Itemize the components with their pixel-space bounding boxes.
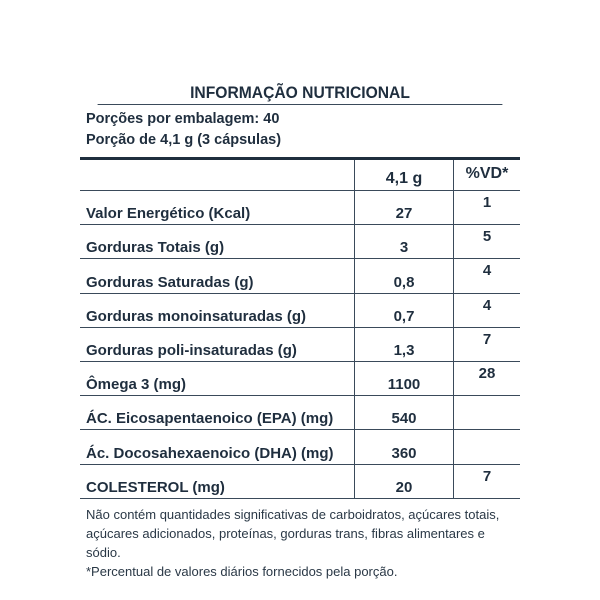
footnote-line: *Percentual de valores diários fornecido… bbox=[86, 563, 398, 579]
nutrient-value: 1100 bbox=[354, 361, 454, 397]
nutrient-vd bbox=[453, 429, 520, 465]
table-row: Ômega 3 (mg) 1100 28 bbox=[80, 361, 520, 397]
nutrient-vd: 1 bbox=[453, 190, 520, 226]
header-value: 4,1 g bbox=[354, 160, 454, 191]
nutrient-value: 3 bbox=[354, 224, 454, 260]
portions-per-package: Porções por embalagem: 40 bbox=[86, 111, 280, 127]
portion-size: Porção de 4,1 g (3 cápsulas) bbox=[86, 132, 282, 148]
table-row: Gorduras monoinsaturadas (g) 0,7 4 bbox=[80, 293, 520, 328]
nutrient-vd: 7 bbox=[453, 327, 520, 362]
table-row: Ác. Docosahexaenoico (DHA) (mg) 360 bbox=[80, 429, 520, 465]
nutrient-name: Gorduras Saturadas (g) bbox=[80, 258, 355, 294]
table-row: Gorduras poli-insaturadas (g) 1,3 7 bbox=[80, 327, 520, 362]
header-name bbox=[80, 160, 355, 191]
nutrient-vd bbox=[453, 395, 520, 431]
table-row: Gorduras Saturadas (g) 0,8 4 bbox=[80, 258, 520, 294]
table-header: 4,1 g %VD* bbox=[80, 160, 520, 191]
header-vd: %VD* bbox=[453, 160, 520, 191]
nutrient-name: Valor Energético (Kcal) bbox=[80, 190, 355, 226]
nutrient-name: Gorduras Totais (g) bbox=[80, 224, 355, 260]
nutrient-value: 540 bbox=[354, 395, 454, 431]
footnote-line: Não contém quantidades significativas de… bbox=[86, 506, 500, 522]
nutrient-value: 0,8 bbox=[354, 258, 454, 294]
table-title: INFORMAÇÃO NUTRICIONAL bbox=[97, 78, 503, 105]
nutrient-vd: 4 bbox=[453, 258, 520, 294]
nutrient-name: Ác. Docosahexaenoico (DHA) (mg) bbox=[80, 429, 355, 465]
nutrient-value: 360 bbox=[354, 429, 454, 465]
portion-info: Porções por embalagem: 40 Porção de 4,1 … bbox=[80, 105, 520, 160]
table-row: ÁC. Eicosapentaenoico (EPA) (mg) 540 bbox=[80, 395, 520, 431]
nutrient-name: Gorduras monoinsaturadas (g) bbox=[80, 293, 355, 328]
table-row: Gorduras Totais (g) 3 5 bbox=[80, 224, 520, 260]
table-row: Valor Energético (Kcal) 27 1 bbox=[80, 190, 520, 226]
table-row: COLESTEROL (mg) 20 7 bbox=[80, 464, 520, 499]
footnote-line: açúcares adicionados, proteínas, gordura… bbox=[86, 525, 485, 560]
nutrient-name: ÁC. Eicosapentaenoico (EPA) (mg) bbox=[80, 395, 355, 431]
nutrient-value: 1,3 bbox=[354, 327, 454, 362]
nutrient-name: COLESTEROL (mg) bbox=[80, 464, 355, 499]
footnotes: Não contém quantidades significativas de… bbox=[80, 499, 520, 587]
nutrient-vd: 4 bbox=[453, 293, 520, 328]
nutrient-value: 27 bbox=[354, 190, 454, 226]
nutrient-value: 20 bbox=[354, 464, 454, 499]
nutrient-value: 0,7 bbox=[354, 293, 454, 328]
nutrient-vd: 5 bbox=[453, 224, 520, 260]
nutrient-vd: 7 bbox=[453, 464, 520, 499]
nutrient-name: Ômega 3 (mg) bbox=[80, 361, 355, 397]
nutrient-table: 4,1 g %VD* Valor Energético (Kcal) 27 1 Gor… bbox=[80, 160, 520, 499]
nutrition-table: INFORMAÇÃO NUTRICIONAL Porções por embal… bbox=[80, 78, 520, 587]
nutrient-name: Gorduras poli-insaturadas (g) bbox=[80, 327, 355, 362]
nutrient-vd: 28 bbox=[453, 361, 520, 397]
